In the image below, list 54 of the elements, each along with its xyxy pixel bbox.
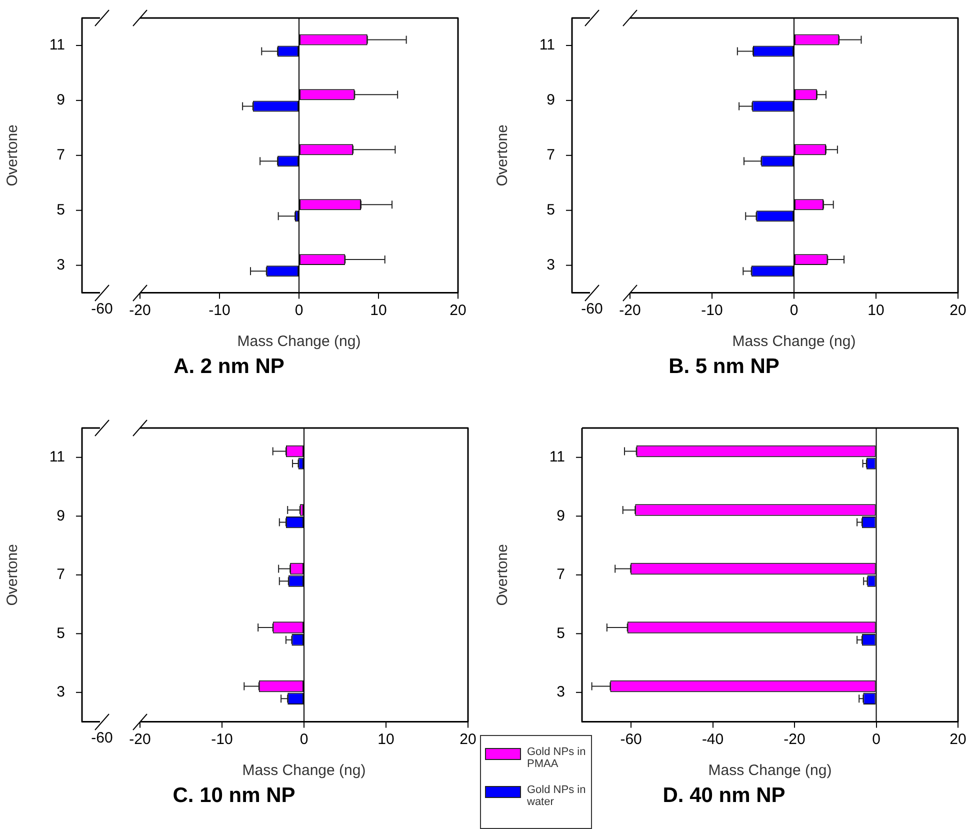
x-tick-label: -20 xyxy=(784,730,806,748)
text: A. 2 nm NP xyxy=(174,355,284,378)
y-tick-label: 7 xyxy=(56,566,65,584)
x-tick-label: 20 xyxy=(950,730,966,748)
y-tick-label: 5 xyxy=(546,202,555,218)
y-tick-label: 9 xyxy=(556,507,565,524)
x-tick-label: 10 xyxy=(868,302,884,319)
legend-label: Gold NPs in PMAA xyxy=(527,746,587,770)
y-tick-label: 9 xyxy=(56,92,65,109)
x-tick-label: -10 xyxy=(701,302,723,319)
x-tick-label: -20 xyxy=(129,730,151,748)
y-tick-label: 5 xyxy=(56,202,65,218)
y-tick-label: 3 xyxy=(56,684,65,701)
x-tick-label: 10 xyxy=(370,302,387,319)
y-tick-label: 9 xyxy=(56,507,65,524)
y-tick-label: 5 xyxy=(556,624,565,642)
x-tick-label: -20 xyxy=(619,302,641,319)
y-tick-label: 11 xyxy=(49,36,65,54)
x-tick-label: 0 xyxy=(300,730,308,748)
y-tick-label: 9 xyxy=(546,92,555,109)
y-tick-label: 11 xyxy=(549,448,565,466)
y-axis-title: Overtone xyxy=(4,544,22,606)
y-tick-label: 11 xyxy=(539,36,555,54)
x-axis-title: Mass Change (ng) xyxy=(732,332,856,350)
x-axis-title: Mass Change (ng) xyxy=(242,762,366,779)
y-axis-title: Overtone xyxy=(494,124,512,186)
x-tick-label: 0 xyxy=(790,302,798,319)
y-tick-label: 7 xyxy=(56,146,65,164)
y-axis-title: Overtone xyxy=(494,544,512,606)
y-tick-label: 7 xyxy=(546,146,555,164)
x-tick-label: -40 xyxy=(702,730,724,748)
x-axis-title: Mass Change (ng) xyxy=(237,332,361,350)
y-tick-label: 3 xyxy=(556,684,565,701)
y-tick-label: 11 xyxy=(49,448,65,466)
y-tick-label: 5 xyxy=(56,624,65,642)
legend-label: Gold NPs in water xyxy=(527,784,587,808)
x-tick-label: -20 xyxy=(129,302,151,319)
text: B. 5 nm NP xyxy=(668,355,780,378)
text: C. 10 nm NP xyxy=(172,784,296,808)
x-tick-label: 10 xyxy=(378,730,394,748)
y-tick-label: 3 xyxy=(56,256,65,274)
x-tick-label: 20 xyxy=(950,302,966,319)
y-tick-label: 3 xyxy=(546,256,555,274)
y-tick-label: 7 xyxy=(556,566,565,584)
x-tick-label: 0 xyxy=(294,302,304,319)
x-axis-title: Mass Change (ng) xyxy=(708,762,832,779)
text: D. 40 nm NP xyxy=(662,784,786,808)
x-tick-label: -60 xyxy=(620,730,642,748)
x-tick-label: -10 xyxy=(208,302,230,319)
y-axis-title: Overtone xyxy=(4,124,22,186)
x-tick-label: 0 xyxy=(872,730,880,748)
x-tick-label: -10 xyxy=(211,730,233,748)
x-tick-label: 20 xyxy=(460,730,476,748)
x-tick-label: 20 xyxy=(450,302,466,319)
